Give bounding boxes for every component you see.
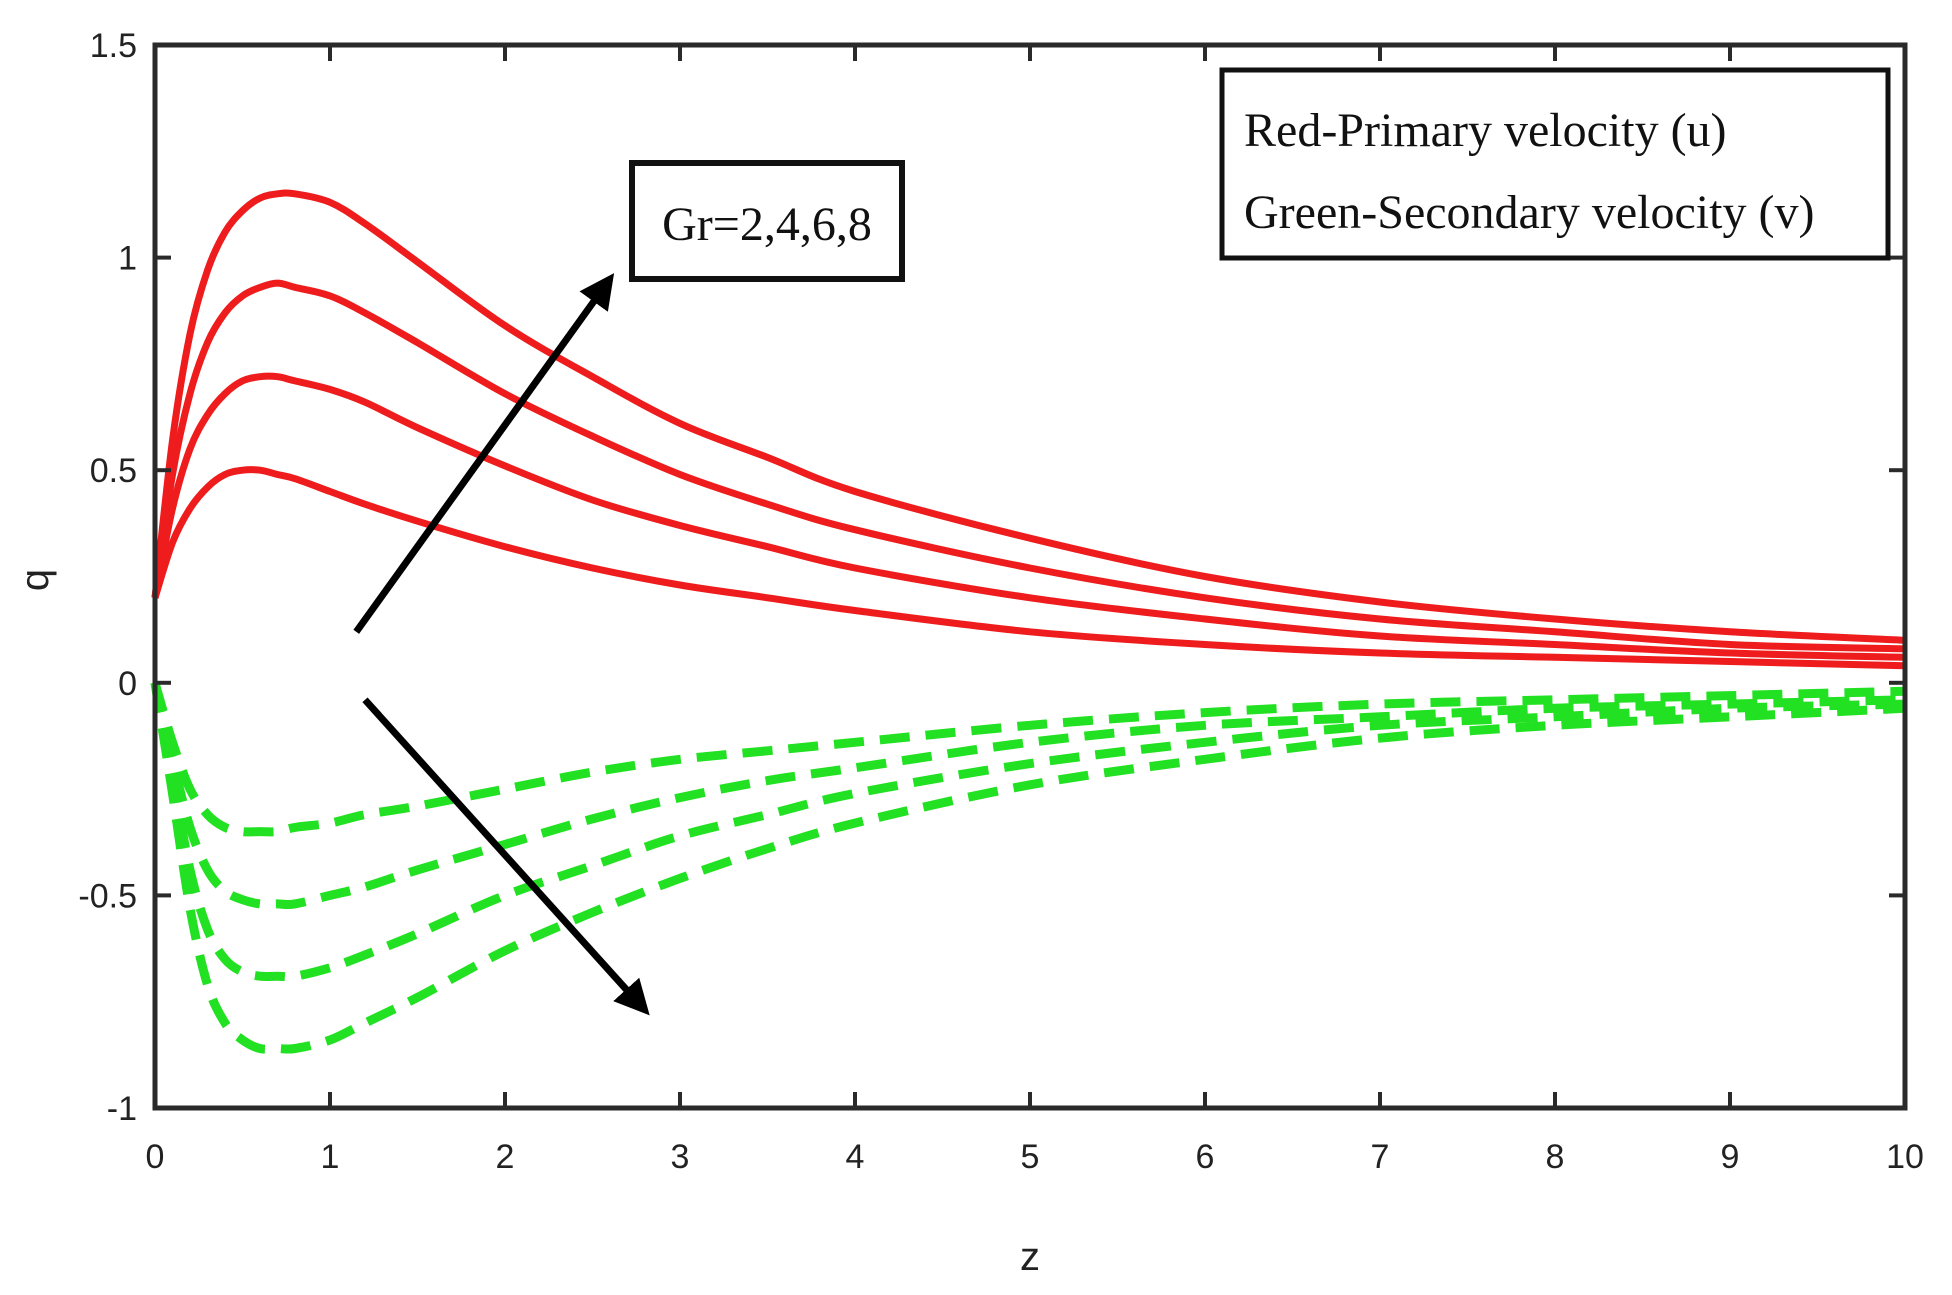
tick-label-layer: 0 1 2 3 4 5 6 7 8 9 10 -1 -0.5 0 0.5 1 1.5 bbox=[78, 27, 1924, 1176]
y-tick-label: 1 bbox=[118, 240, 137, 278]
secondary-velocity-line-1 bbox=[150, 681, 1906, 837]
y-axis-title: q bbox=[13, 569, 57, 591]
arrow-increasing-gr-primary bbox=[353, 273, 615, 634]
secondary-velocity-line-2 bbox=[150, 681, 1906, 910]
primary-velocity-line-3 bbox=[151, 279, 1906, 653]
plot-frame bbox=[152, 42, 1908, 1111]
x-tick-label: 9 bbox=[1721, 1138, 1740, 1176]
x-tick-label: 0 bbox=[146, 1138, 165, 1176]
x-tick-label: 8 bbox=[1546, 1138, 1565, 1176]
gr-annotation: Gr=2,4,6,8 bbox=[629, 160, 905, 282]
y-tick-label: 0.5 bbox=[90, 452, 137, 490]
x-tick-label: 2 bbox=[496, 1138, 515, 1176]
x-tick-label: 1 bbox=[321, 1138, 340, 1176]
legend: Red-Primary velocity (u) Green-Secondary… bbox=[1219, 67, 1891, 261]
primary-velocity-line-1 bbox=[151, 466, 1906, 670]
series-layer bbox=[150, 189, 1906, 1054]
x-tick-label: 6 bbox=[1196, 1138, 1215, 1176]
x-tick-label: 10 bbox=[1886, 1138, 1924, 1176]
y-tick-label: 0 bbox=[118, 665, 137, 703]
x-tick-label: 7 bbox=[1371, 1138, 1390, 1176]
y-tick-label: 1.5 bbox=[90, 27, 137, 65]
x-axis-title: z bbox=[1020, 1235, 1040, 1279]
tick-layer bbox=[153, 43, 1907, 1110]
secondary-velocity-line-4 bbox=[150, 682, 1906, 1054]
x-tick-label: 4 bbox=[846, 1138, 865, 1176]
legend-entry-secondary: Green-Secondary velocity (v) bbox=[1244, 186, 1814, 239]
x-tick-label: 5 bbox=[1021, 1138, 1040, 1176]
y-tick-label: -1 bbox=[107, 1090, 137, 1128]
legend-entry-primary: Red-Primary velocity (u) bbox=[1244, 104, 1727, 157]
arrow-increasing-gr-secondary bbox=[362, 697, 650, 1016]
y-tick-label: -0.5 bbox=[78, 877, 137, 915]
gr-annotation-box bbox=[629, 160, 905, 282]
secondary-velocity-line-3 bbox=[150, 681, 1906, 982]
x-tick-label: 3 bbox=[671, 1138, 690, 1176]
legend-box bbox=[1219, 67, 1891, 261]
primary-velocity-line-4 bbox=[151, 189, 1906, 644]
primary-velocity-line-2 bbox=[151, 372, 1906, 661]
gr-annotation-label: Gr=2,4,6,8 bbox=[662, 198, 872, 251]
